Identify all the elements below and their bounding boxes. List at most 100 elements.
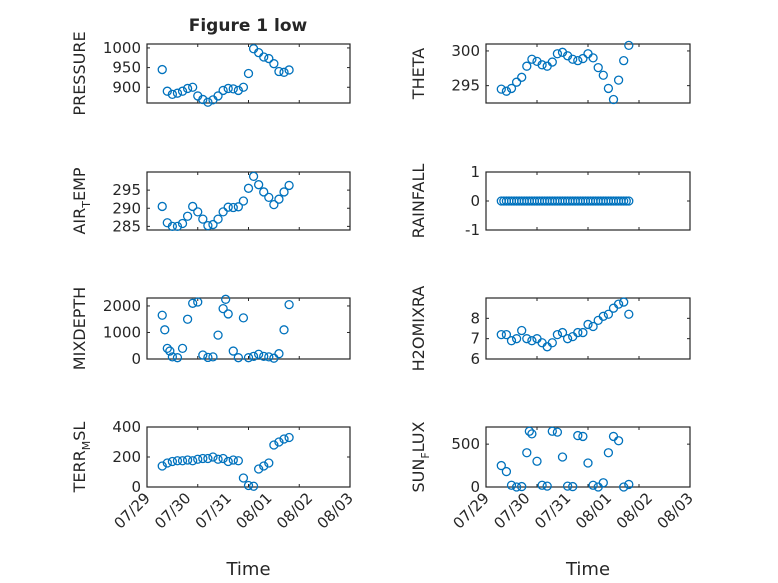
y-axis-label: RAINFALL	[409, 164, 428, 239]
y-axis-label-main: PRESSURE	[70, 31, 89, 115]
data-point	[243, 68, 254, 79]
subplot-theta: 295 300 THETA	[409, 40, 691, 105]
data-point	[573, 56, 583, 66]
data-point	[193, 454, 203, 464]
data-point	[598, 70, 608, 80]
data-point	[517, 325, 527, 336]
data-point	[624, 196, 634, 206]
data-point	[501, 86, 512, 96]
data-point	[223, 202, 233, 212]
data-point	[496, 329, 506, 340]
data-point	[624, 40, 634, 51]
data-point	[157, 64, 167, 75]
x-tick-label: 07/30	[490, 489, 533, 532]
data-point	[177, 343, 188, 354]
data-point	[223, 456, 233, 467]
y-axis-label-main: RAINFALL	[409, 164, 428, 239]
data-point	[238, 82, 249, 92]
y-tick-label: 0	[470, 478, 480, 496]
data-point	[542, 481, 552, 491]
data-point	[213, 214, 223, 224]
data-point	[624, 479, 634, 490]
data-point	[218, 85, 228, 96]
data-point	[157, 310, 167, 320]
x-tick-label: 08/03	[314, 489, 357, 532]
y-tick-label: 2000	[103, 297, 141, 315]
data-point	[511, 334, 522, 344]
data-point	[522, 334, 532, 344]
data-point	[248, 171, 259, 182]
x-tick-label: 08/01	[232, 489, 275, 532]
data-point	[264, 458, 274, 468]
y-tick-label: 0	[131, 350, 141, 368]
data-point	[198, 94, 208, 105]
data-point	[160, 325, 170, 335]
data-point	[279, 187, 289, 197]
data-point	[233, 85, 244, 96]
data-point	[162, 343, 172, 354]
data-point	[506, 480, 517, 490]
y-tick-label: 1	[470, 163, 480, 181]
data-point	[274, 437, 284, 447]
data-point	[511, 482, 522, 492]
data-point	[284, 65, 294, 75]
x-axis-label: Time	[225, 559, 270, 580]
x-axis-label: Time	[565, 559, 610, 580]
data-point	[198, 453, 208, 464]
data-point	[165, 346, 175, 356]
data-point	[203, 352, 213, 363]
data-point	[511, 77, 522, 87]
figure-title: Figure 1 low	[189, 16, 308, 36]
axes-box	[485, 426, 691, 488]
x-tick-label: 08/03	[654, 489, 697, 532]
data-point	[198, 350, 208, 360]
data-point	[203, 97, 213, 107]
y-axis-label-rest: SL	[70, 422, 89, 441]
y-tick-label: 1000	[103, 323, 141, 341]
subplot-mixdepth: 0 1000 2000 MIXDEPTH	[70, 287, 351, 370]
data-point	[177, 86, 188, 96]
data-point	[501, 329, 512, 340]
data-point	[182, 83, 193, 94]
axes-box	[146, 297, 351, 360]
y-axis-label: PRESSURE	[70, 31, 89, 115]
data-point	[527, 336, 537, 346]
data-point	[562, 334, 573, 344]
data-point	[284, 299, 294, 310]
data-point	[573, 430, 583, 441]
data-point	[259, 461, 269, 471]
x-tick-label: 07/31	[192, 489, 235, 532]
y-tick-label: 300	[451, 42, 480, 60]
data-point	[248, 351, 259, 361]
data-point	[517, 72, 527, 82]
y-tick-label: 295	[451, 77, 480, 95]
y-tick-label: 295	[112, 181, 141, 199]
data-point	[177, 456, 188, 466]
data-point	[547, 426, 557, 436]
data-point	[188, 298, 198, 308]
data-point	[621, 196, 631, 206]
data-point	[284, 432, 294, 443]
y-tick-label: 0	[470, 192, 480, 210]
y-tick-label: 8	[470, 309, 480, 327]
x-tick-label: 08/01	[572, 489, 615, 532]
data-point	[157, 201, 167, 212]
axes-box	[485, 43, 691, 104]
data-point	[264, 352, 274, 362]
data-point	[501, 466, 512, 477]
data-point	[532, 456, 542, 466]
data-point	[537, 60, 547, 70]
data-point	[167, 352, 178, 362]
data-point	[552, 427, 563, 437]
data-point	[613, 436, 624, 446]
data-point	[223, 83, 233, 94]
data-point	[506, 336, 517, 346]
data-point	[188, 201, 198, 212]
data-point	[182, 455, 193, 465]
data-point	[619, 482, 629, 492]
data-point	[208, 219, 218, 230]
data-point	[527, 54, 537, 64]
data-point	[188, 82, 198, 92]
data-point	[228, 455, 238, 465]
